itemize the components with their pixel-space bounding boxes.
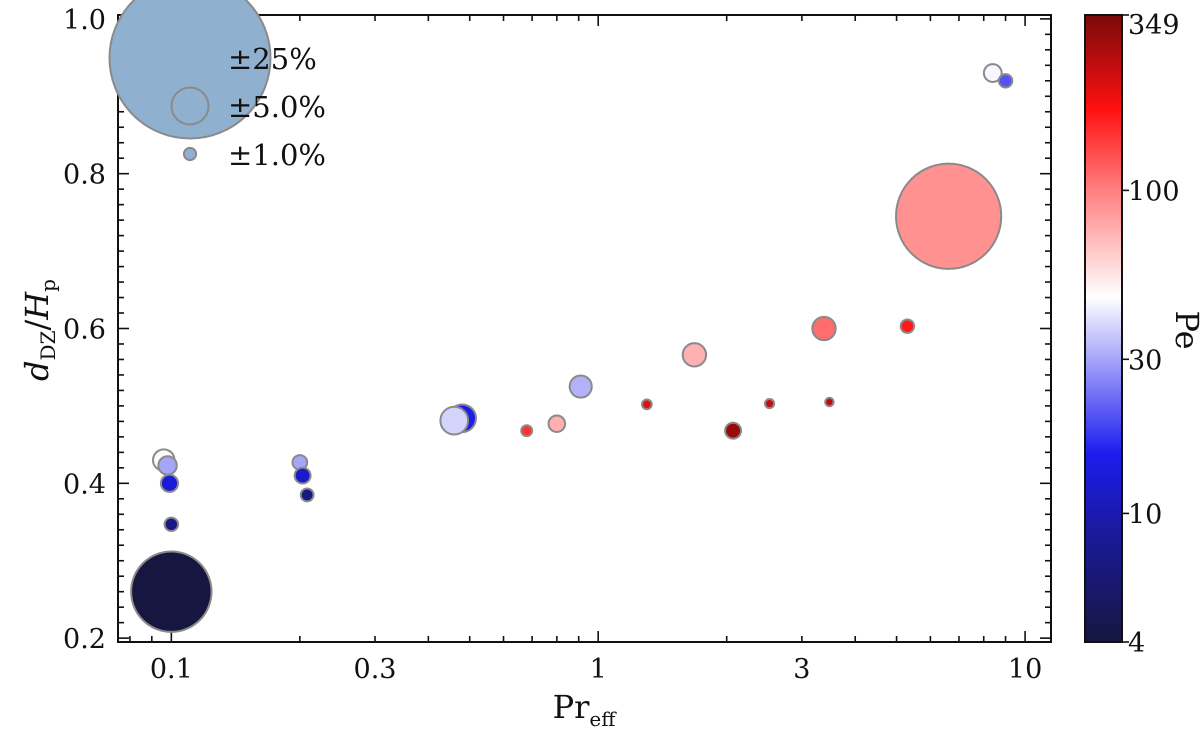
data-point <box>640 398 653 411</box>
legend-marker <box>108 0 272 140</box>
colorbar <box>1084 14 1123 643</box>
y-tick-label: 0.2 <box>63 624 106 655</box>
colorbar-tick-label: 100 <box>1128 176 1180 207</box>
y-tick-label: 0.6 <box>63 315 106 346</box>
y-axis-title: dDZ/Hp <box>18 279 60 381</box>
data-point <box>681 342 708 368</box>
data-point <box>982 63 1003 83</box>
data-point <box>568 374 593 399</box>
data-point <box>157 455 178 476</box>
colorbar-tick-label: 10 <box>1128 499 1162 530</box>
colorbar-tick-label: 349 <box>1128 10 1180 41</box>
data-point <box>764 398 776 410</box>
plot-area <box>117 14 1052 643</box>
x-tick-label: 3 <box>793 654 810 685</box>
colorbar-tick-label: 30 <box>1128 345 1162 376</box>
data-point <box>547 414 567 433</box>
legend-label: ±1.0% <box>228 138 326 172</box>
colorbar-title: Pe <box>1168 310 1200 349</box>
axis-ticks: 0.1 0.3 1 3 10 0.2 0.4 0.6 0.8 1.0 <box>63 5 1051 685</box>
y-tick-label: 0.4 <box>63 469 106 500</box>
data-point <box>824 396 835 408</box>
data-point <box>899 318 916 334</box>
x-tick-label: 1 <box>590 654 607 685</box>
x-tick-label: 0.3 <box>354 654 397 685</box>
data-point <box>520 424 534 438</box>
colorbar-ticks: 4 10 30 100 349 <box>1122 10 1180 659</box>
x-tick-label: 10 <box>1008 654 1042 685</box>
legend-label: ±5.0% <box>228 90 326 124</box>
data-points <box>130 63 1014 633</box>
data-point <box>293 466 312 485</box>
x-tick-label: 0.1 <box>150 654 193 685</box>
data-point <box>163 516 180 533</box>
legend: ±25% ±5.0% ±1.0% <box>108 0 326 172</box>
data-point <box>811 315 837 342</box>
data-point <box>997 73 1014 89</box>
data-point <box>299 487 315 503</box>
data-point <box>724 421 743 440</box>
y-tick-label: 1.0 <box>63 5 106 36</box>
data-point <box>159 473 180 493</box>
x-axis-title: Preff <box>553 688 618 729</box>
legend-label: ±25% <box>228 42 317 76</box>
legend-marker <box>182 146 198 162</box>
data-point <box>895 162 1003 270</box>
data-point <box>130 550 213 633</box>
data-point <box>439 405 470 436</box>
colorbar-tick-label: 4 <box>1128 628 1145 659</box>
legend-marker <box>170 86 210 126</box>
y-tick-label: 0.8 <box>63 160 106 191</box>
